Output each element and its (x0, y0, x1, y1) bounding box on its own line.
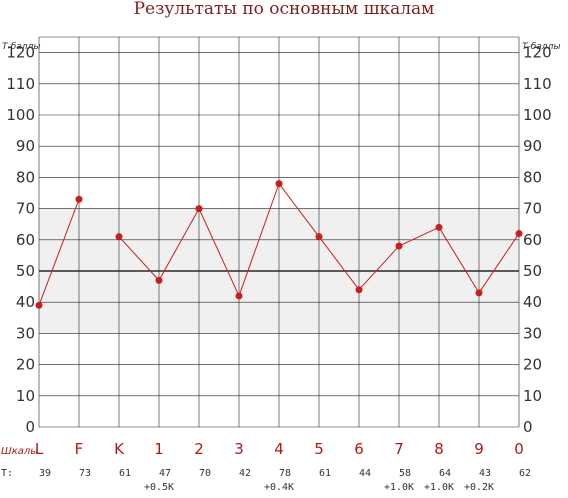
t-value-label: 73 (79, 468, 91, 479)
series-line-segment (38, 199, 80, 306)
t-values-prefix: T: (1, 468, 13, 479)
y-tick-label-left: 0 (25, 418, 35, 436)
y-tick-label-right: 20 (523, 356, 542, 374)
y-tick-label-right: 120 (523, 44, 552, 62)
scale-label: 7 (394, 440, 404, 458)
correction-label: +0.2K (464, 482, 494, 493)
y-tick-label-right: 10 (523, 387, 542, 405)
t-value-label: 62 (519, 468, 531, 479)
data-point (155, 276, 163, 284)
scale-label: 6 (354, 440, 364, 458)
y-tick-label-left: 20 (16, 356, 35, 374)
data-point (395, 242, 403, 250)
data-point (75, 195, 83, 203)
t-value-label: 47 (159, 468, 171, 479)
correction-label: +0.5K (144, 482, 174, 493)
scale-label: 3 (234, 440, 244, 458)
scale-label: 1 (154, 440, 164, 458)
series-line-segment (438, 227, 480, 294)
y-tick-label-left: 10 (16, 387, 35, 405)
t-value-label: 64 (439, 468, 451, 479)
y-tick-label-left: 100 (6, 106, 35, 124)
correction-label: +1.0K (424, 482, 454, 493)
data-point (235, 292, 243, 300)
t-value-label: 61 (119, 468, 131, 479)
t-value-label: 78 (279, 468, 291, 479)
series-line-segment (238, 183, 280, 297)
y-tick-label-right: 60 (523, 231, 542, 249)
t-value-label: 39 (39, 468, 51, 479)
scale-label: L (35, 440, 44, 458)
t-value-label: 70 (199, 468, 211, 479)
t-value-label: 58 (399, 468, 411, 479)
y-tick-label-right: 70 (523, 200, 542, 218)
data-point (115, 233, 123, 241)
data-point (475, 289, 483, 297)
data-point (355, 286, 363, 294)
data-point (35, 301, 43, 309)
y-tick-label-left: 40 (16, 293, 35, 311)
y-tick-label-right: 110 (523, 75, 552, 93)
correction-label: +0.4K (264, 482, 294, 493)
y-tick-label-left: 90 (16, 137, 35, 155)
scale-label: 8 (434, 440, 444, 458)
correction-label: +1.0K (384, 482, 414, 493)
y-tick-label-left: 110 (6, 75, 35, 93)
series-line-segment (158, 208, 200, 281)
series-line-segment (358, 245, 400, 291)
data-point (435, 223, 443, 231)
y-tick-label-right: 50 (523, 262, 542, 280)
y-tick-label-left: 80 (16, 168, 35, 186)
y-tick-label-right: 90 (523, 137, 542, 155)
scale-label: 5 (314, 440, 324, 458)
series-line-segment (278, 183, 320, 237)
series-line-segment (198, 208, 240, 297)
y-tick-label-left: 70 (16, 200, 35, 218)
t-value-label: 43 (479, 468, 491, 479)
y-tick-label-right: 40 (523, 293, 542, 311)
y-tick-label-right: 0 (523, 418, 533, 436)
series-line-segment (398, 226, 440, 247)
data-point (515, 230, 523, 238)
scale-label: F (75, 440, 84, 458)
data-point (195, 205, 203, 213)
t-value-label: 61 (319, 468, 331, 479)
scales-prefix: Шкалы (1, 446, 38, 457)
data-point (275, 180, 283, 188)
y-tick-label-left: 30 (16, 324, 35, 342)
series-line-segment (318, 236, 360, 291)
series-line-segment (118, 236, 160, 281)
data-point (315, 233, 323, 241)
y-axis-unit-right: Т-баллы (522, 42, 560, 52)
scale-label: 4 (274, 440, 284, 458)
y-tick-label-right: 80 (523, 168, 542, 186)
y-tick-label-left: 60 (16, 231, 35, 249)
scale-label: K (114, 440, 125, 458)
chart-title: Результаты по основным шкалам (134, 0, 435, 19)
series-line-segment (478, 233, 520, 294)
y-tick-label-left: 120 (6, 44, 35, 62)
scale-label: 2 (194, 440, 204, 458)
y-tick-label-left: 50 (16, 262, 35, 280)
y-tick-label-right: 100 (523, 106, 552, 124)
scale-label: 0 (514, 440, 524, 458)
y-axis-unit-left: Т-баллы (2, 42, 40, 52)
scale-label: 9 (474, 440, 484, 458)
t-value-label: 42 (239, 468, 251, 479)
t-value-label: 44 (359, 468, 371, 479)
y-tick-label-right: 30 (523, 324, 542, 342)
